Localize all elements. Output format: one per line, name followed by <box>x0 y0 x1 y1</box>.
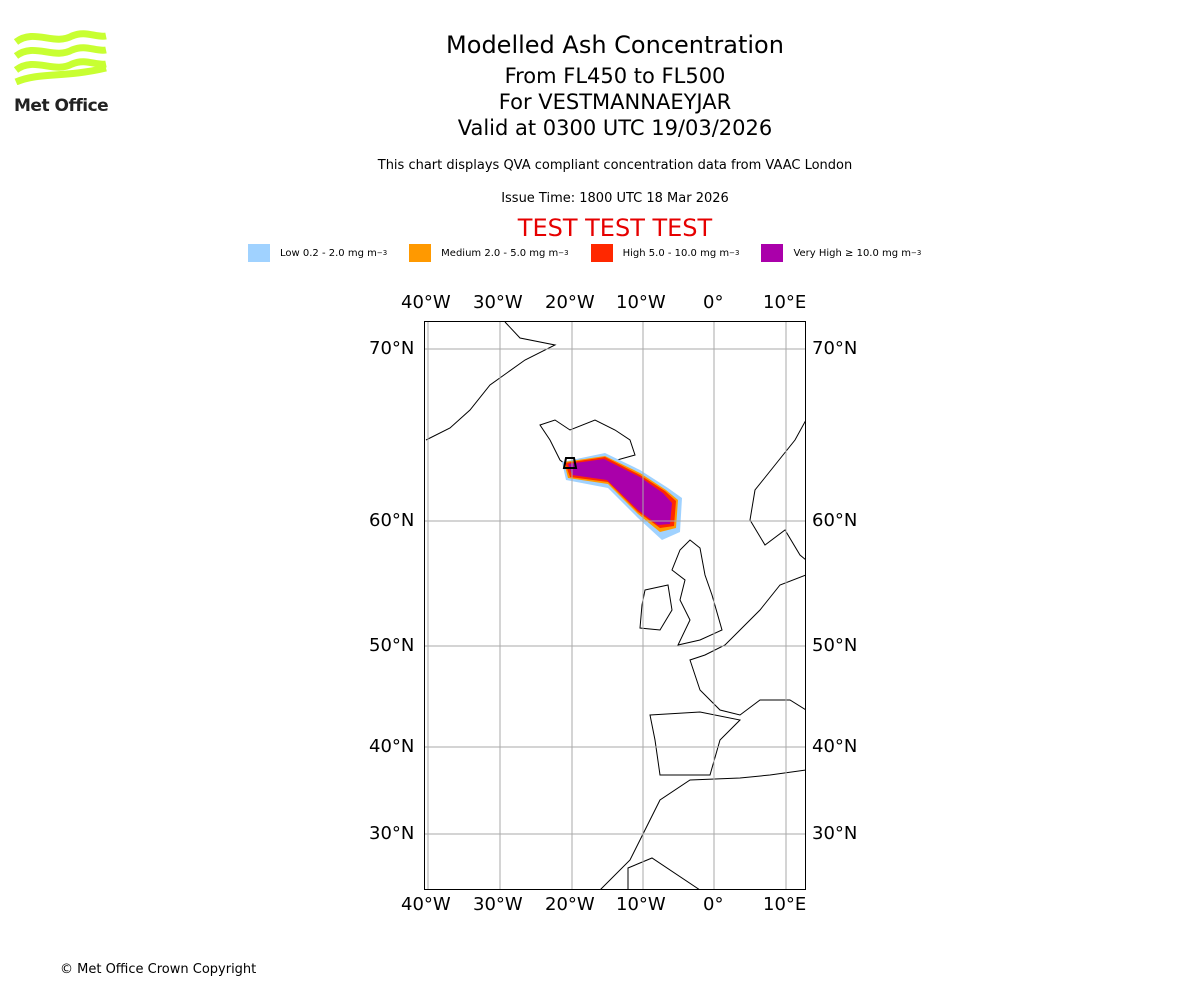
volcano-marker <box>562 457 578 469</box>
lat-label: 70°N <box>812 338 858 359</box>
lat-label: 60°N <box>369 510 415 531</box>
flight-levels: From FL450 to FL500 <box>504 64 726 88</box>
chart-title: Modelled Ash Concentration <box>446 31 784 59</box>
lat-label: 50°N <box>369 635 415 656</box>
europe-coast <box>689 574 806 716</box>
lon-label: 40°W <box>401 894 451 915</box>
lon-label: 20°W <box>545 894 595 915</box>
legend-sup: −3 <box>558 249 569 257</box>
legend-label: High 5.0 - 10.0 mg m <box>622 247 730 259</box>
africa-border <box>627 857 701 890</box>
lat-label: 50°N <box>812 635 858 656</box>
lon-label: 30°W <box>473 292 523 313</box>
logo-text: Met Office <box>14 96 109 116</box>
lon-label: 40°W <box>401 292 451 313</box>
iceland-coast <box>539 419 636 469</box>
map-frame <box>424 321 806 890</box>
logo-waves-icon <box>13 30 107 86</box>
coastlines <box>425 321 806 890</box>
greenland-coast <box>425 321 557 441</box>
ireland-coast <box>639 584 673 631</box>
met-office-logo: Met Office <box>13 30 109 116</box>
africa-coast <box>599 769 806 890</box>
legend-swatch <box>409 244 432 262</box>
valid-time: Valid at 0300 UTC 19/03/2026 <box>457 116 773 140</box>
lat-label: 40°N <box>812 736 858 757</box>
legend-sup: −3 <box>911 249 922 257</box>
lat-label: 70°N <box>369 338 415 359</box>
lon-label: 10°E <box>763 292 807 313</box>
copyright: © Met Office Crown Copyright <box>60 962 257 977</box>
iberia-coast <box>649 711 742 776</box>
lon-label: 0° <box>703 292 724 313</box>
lon-label: 30°W <box>473 894 523 915</box>
legend-sup: −3 <box>376 249 388 257</box>
chart-subtitle: This chart displays QVA compliant concen… <box>377 158 853 173</box>
gridlines <box>424 321 806 890</box>
legend-label: Medium 2.0 - 5.0 mg m <box>441 247 559 259</box>
lon-label: 20°W <box>545 292 595 313</box>
legend-swatch <box>248 244 270 262</box>
legend-label: Low 0.2 - 2.0 mg m <box>280 247 377 259</box>
plume-very-high <box>568 459 672 525</box>
legend-item-very-high: Very High ≥ 10.0 mg m −3 <box>761 244 921 262</box>
legend-swatch <box>761 244 784 262</box>
legend-sup: −3 <box>729 249 740 257</box>
lat-label: 60°N <box>812 510 858 531</box>
issue-time: Issue Time: 1800 UTC 18 Mar 2026 <box>501 191 729 206</box>
legend-swatch <box>590 244 613 262</box>
legend-item-medium: Medium 2.0 - 5.0 mg m −3 <box>409 244 569 262</box>
lon-label: 0° <box>703 894 724 915</box>
volcano-name: For VESTMANNAEYJAR <box>498 90 732 114</box>
legend-item-low: Low 0.2 - 2.0 mg m −3 <box>248 244 387 262</box>
lon-label: 10°W <box>616 894 666 915</box>
legend-label: Very High ≥ 10.0 mg m <box>793 247 912 259</box>
legend-item-high: High 5.0 - 10.0 mg m −3 <box>590 244 740 262</box>
lat-label: 30°N <box>812 823 858 844</box>
lon-label: 10°E <box>763 894 807 915</box>
lat-label: 40°N <box>369 736 415 757</box>
test-banner: TEST TEST TEST <box>517 214 713 242</box>
britain-coast <box>671 539 723 646</box>
lat-label: 30°N <box>369 823 415 844</box>
lon-label: 10°W <box>616 292 666 313</box>
scandinavia-coast <box>749 419 806 561</box>
ash-plume <box>562 453 682 540</box>
legend: Low 0.2 - 2.0 mg m −3 Medium 2.0 - 5.0 mg… <box>248 244 943 262</box>
